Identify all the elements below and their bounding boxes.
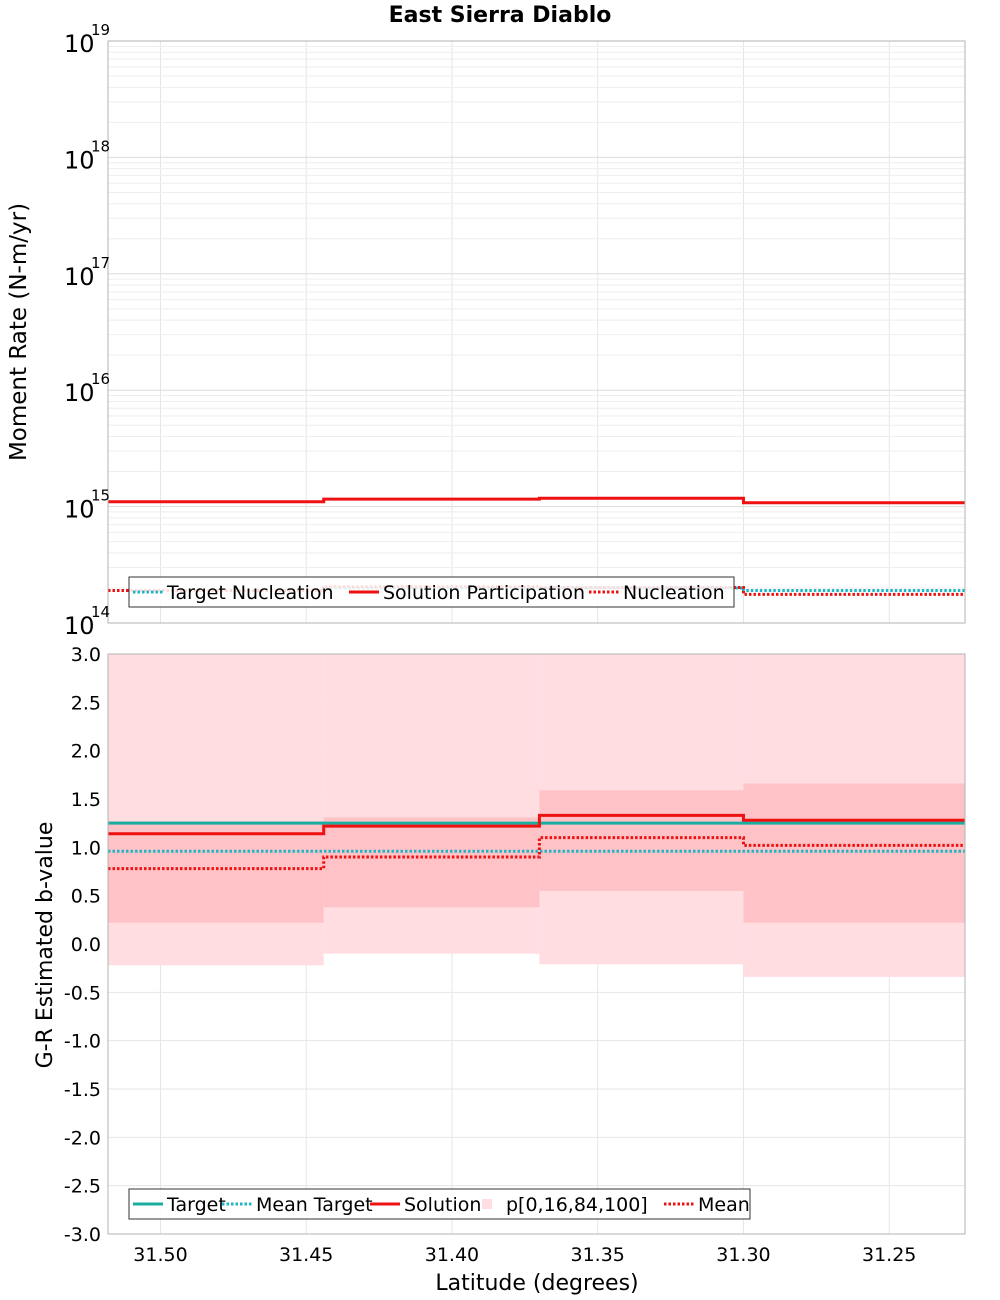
b-value-legend-label-4: Mean: [698, 1194, 750, 1216]
moment-rate-y-tick-exp-3: 17: [91, 254, 110, 272]
b-value-y-tick-6: 0.0: [71, 934, 101, 956]
b-value-y-tick-3: 1.5: [71, 789, 101, 811]
b-value-series-mean: [108, 836, 965, 871]
b-value-y-ticks: 3.0 2.5 2.0 1.5 1.0 0.5 0.0 -0.5 -1.0 -1.5 -2.0 -2.…: [64, 644, 101, 1246]
b-value-y-tick-0: 3.0: [71, 644, 101, 666]
b-value-y-tick-1: 2.5: [71, 692, 101, 714]
x-tick-5: 31.25: [862, 1244, 916, 1266]
moment-rate-y-tick-base-2: 10: [64, 379, 95, 407]
b-value-y-tick-8: -1.0: [64, 1031, 101, 1053]
moment-rate-legend-label-2: Nucleation: [623, 582, 725, 604]
b-value-legend: Target Mean Target Solution p[0,16,84,100] M…: [128, 1188, 751, 1220]
b-value-plot-frame: [107, 653, 966, 1235]
b-value-legend-label-2: Solution: [404, 1194, 481, 1216]
b-value-y-tick-4: 1.0: [71, 837, 101, 859]
moment-rate-legend-label-0: Target Nucleation: [166, 582, 334, 604]
b-value-y-tick-2: 2.0: [71, 741, 101, 763]
b-value-panel: 3.0 2.5 2.0 1.5 1.0 0.5 0.0 -0.5 -1.0 -1.5 -2.0 -2.…: [33, 644, 966, 1296]
chart-title: East Sierra Diablo: [389, 3, 612, 28]
band-inner-2: [539, 790, 744, 891]
x-axis-label: Latitude (degrees): [435, 1271, 638, 1296]
b-value-y-tick-10: -2.0: [64, 1127, 101, 1149]
moment-rate-grid: [108, 41, 965, 624]
moment-rate-y-tick-exp-0: 14: [91, 603, 110, 621]
b-value-y-tick-7: -0.5: [64, 982, 101, 1004]
band-inner-3: [743, 783, 965, 923]
b-value-legend-label-1: Mean Target: [256, 1194, 373, 1216]
b-value-legend-swatch-3: [482, 1199, 492, 1209]
b-value-legend-label-0: Target: [166, 1194, 226, 1216]
moment-rate-legend: Target Nucleation Solution Participation N…: [128, 576, 735, 608]
moment-rate-y-tick-exp-5: 19: [91, 21, 110, 39]
band-outer-1: [323, 654, 540, 954]
band-inner-0: [108, 821, 324, 923]
moment-rate-plot-frame: [107, 40, 966, 624]
b-value-y-axis-label: G-R Estimated b-value: [33, 822, 58, 1069]
moment-rate-y-tick-base-4: 10: [64, 146, 95, 174]
b-value-series-solution: [108, 813, 965, 836]
b-value-percentile-bands: [108, 654, 965, 977]
moment-rate-legend-box: [128, 576, 735, 608]
x-tick-1: 31.45: [279, 1244, 333, 1266]
moment-rate-y-tick-exp-4: 18: [91, 137, 110, 155]
b-value-legend-label-3: p[0,16,84,100]: [506, 1194, 648, 1216]
moment-rate-y-tick-exp-2: 16: [91, 370, 110, 388]
moment-rate-y-axis-label: Moment Rate (N-m/yr): [6, 203, 32, 461]
moment-rate-series-solution-participation: [108, 496, 965, 505]
moment-rate-y-tick-base-5: 10: [64, 30, 95, 58]
moment-rate-legend-label-1: Solution Participation: [383, 582, 585, 604]
x-tick-3: 31.35: [571, 1244, 625, 1266]
b-value-series: [108, 813, 965, 871]
moment-rate-y-tick-base-3: 10: [64, 263, 95, 291]
x-tick-0: 31.50: [133, 1244, 187, 1266]
band-inner-1: [323, 817, 540, 908]
x-tick-2: 31.40: [425, 1244, 479, 1266]
x-tick-4: 31.30: [716, 1244, 770, 1266]
b-value-y-tick-12: -3.0: [64, 1224, 101, 1246]
b-value-y-tick-11: -2.5: [64, 1176, 101, 1198]
b-value-y-tick-9: -1.5: [64, 1079, 101, 1101]
b-value-x-ticks: 31.50 31.45 31.40 31.35 31.30 31.25: [133, 1244, 916, 1266]
moment-rate-y-tick-base-1: 10: [64, 496, 95, 524]
moment-rate-y-tick-base-0: 10: [64, 612, 95, 640]
moment-rate-y-tick-exp-1: 15: [91, 487, 110, 505]
b-value-y-tick-5: 0.5: [71, 886, 101, 908]
